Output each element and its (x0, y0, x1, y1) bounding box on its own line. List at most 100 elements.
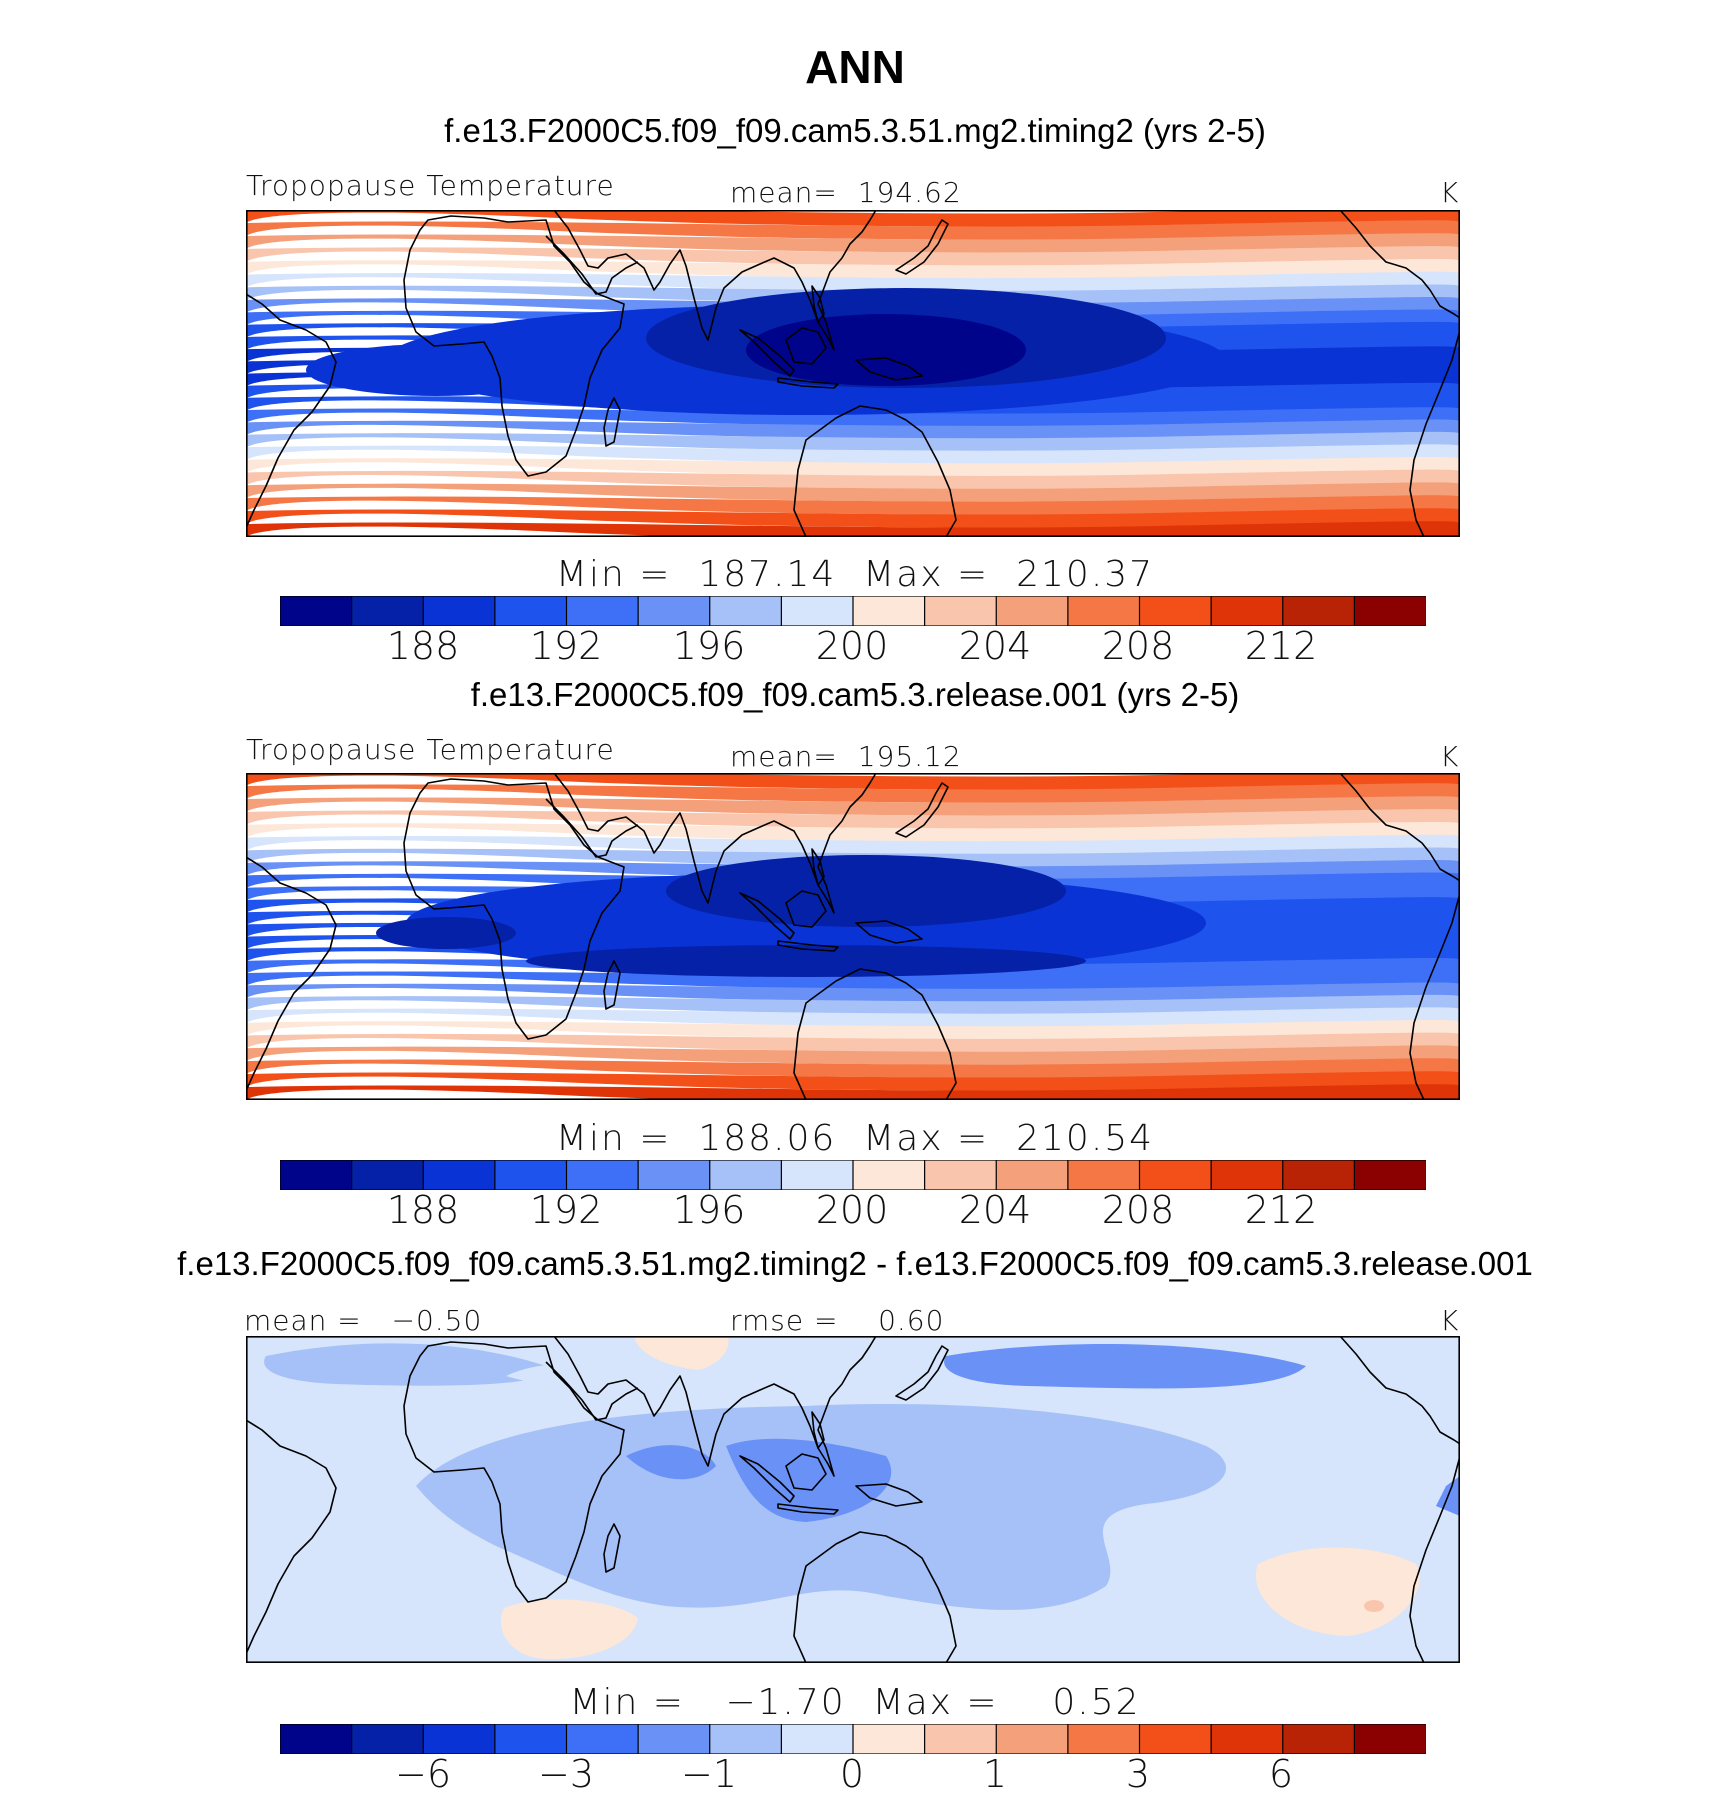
panel2-colorbar-box (280, 1160, 353, 1190)
panel2-contour-band (246, 773, 1460, 790)
panel3-colorbar-box (351, 1724, 425, 1754)
panel1-colorbar-box (709, 596, 783, 626)
panel2-coastline (1409, 892, 1460, 1100)
panel3-colorbar-box (1353, 1724, 1426, 1754)
panel2-tick: 196 (672, 1188, 746, 1232)
panel3-rmse-label: rmse = (730, 1304, 839, 1337)
panel1-colorbar-box (351, 596, 425, 626)
panel1-min-value: 187.14 (698, 554, 837, 595)
panel2-coastline (545, 798, 639, 858)
panel1-colorbar-box (852, 596, 926, 626)
panel1-contour-band (246, 220, 1460, 240)
panel3-max-value: 0.52 (1052, 1682, 1141, 1723)
panel2-contour-band (246, 1084, 1460, 1100)
panel3-tick: 0 (839, 1752, 865, 1796)
panel1-case-title: f.e13.F2000C5.f09_f09.cam5.3.51.mg2.timi… (444, 112, 1266, 149)
panel2-tick: 188 (386, 1188, 460, 1232)
panel1-coastline (403, 215, 625, 477)
panel2-contour-band (246, 1007, 1460, 1027)
panel1-units: K (1440, 176, 1460, 209)
panel2-coastline (777, 940, 839, 952)
panel2-contour-region (526, 945, 1086, 977)
panel2-coastline (811, 848, 825, 886)
panel3-colorbar-box (494, 1724, 568, 1754)
panel2-contour-region (376, 917, 516, 949)
panel1-tick: 200 (815, 624, 889, 668)
panel2-colorbar-box (1282, 1160, 1356, 1190)
panel3-coastline (811, 1411, 825, 1449)
panel2-colorbar-box (924, 1160, 998, 1190)
panel1-contour-band (246, 233, 1460, 253)
panel2-case-title: f.e13.F2000C5.f09_f09.cam5.3.release.001… (470, 676, 1240, 713)
panel1-colorbar-box (422, 596, 496, 626)
panel2-coastline (1339, 773, 1460, 882)
panel3-colorbar-box (1138, 1724, 1213, 1754)
panel1-tick: 212 (1244, 624, 1318, 668)
panel3-units: K (1440, 1304, 1460, 1337)
panel3-coastline (403, 1341, 625, 1603)
panel2-contour-band (246, 1045, 1460, 1065)
panel1-contour-band (246, 482, 1460, 502)
panel3-min-value: −1.70 (725, 1682, 846, 1723)
page-title: ANN (805, 41, 905, 93)
panel2-max-value: 210.54 (1016, 1118, 1155, 1159)
panel1-colorbar-box (494, 596, 568, 626)
panel3-contour-region (506, 1363, 666, 1389)
panel2-coastline (739, 892, 795, 940)
panel1-colorbar-box (565, 596, 640, 626)
panel3-colorbar-box (1067, 1724, 1141, 1754)
panel3-tick: 6 (1268, 1752, 1294, 1796)
panel2-contour-band (246, 994, 1460, 1015)
panel3-tick: 3 (1125, 1752, 1151, 1796)
panel3-colorbar-box (422, 1724, 496, 1754)
panel1-tick: 192 (529, 624, 603, 668)
panel2-contour-band (246, 809, 1460, 829)
panel1-contour-band (246, 521, 1460, 537)
panel1-colorbar-box (1353, 596, 1426, 626)
panel1-contour-band (246, 431, 1460, 452)
panel3-mean-value: −0.50 (391, 1304, 483, 1337)
panel2-coastline (603, 960, 621, 1010)
panel2-colorbar-box (637, 1160, 711, 1190)
panel2-colorbar-box (565, 1160, 640, 1190)
panel3-coastline (777, 1503, 839, 1515)
panel1-max-value: 210.37 (1016, 554, 1155, 595)
panel3-colorbar-box (852, 1724, 926, 1754)
panel3-coastline (1409, 1455, 1460, 1663)
panel1-coastline (777, 377, 839, 389)
panel3-contour-region (626, 1445, 716, 1480)
panel2-tick: 212 (1244, 1188, 1318, 1232)
panel2-tick: 204 (958, 1188, 1032, 1232)
panel2-units: K (1440, 740, 1460, 773)
panel2-contour-band (246, 783, 1460, 803)
panel2-mean-value: 195.12 (857, 740, 962, 773)
panel2-colorbar-box (852, 1160, 926, 1190)
panel2-colorbar-box (1210, 1160, 1284, 1190)
panel2-tick: 200 (815, 1188, 889, 1232)
panel1-tick: 204 (958, 624, 1032, 668)
panel2-tick: 192 (529, 1188, 603, 1232)
panel2-variable-label: Tropopause Temperature (246, 733, 615, 766)
panel1-contour-band (246, 407, 1460, 427)
panel2-coastline (793, 968, 957, 1100)
panel1-coastline (603, 397, 621, 447)
panel3-coastline (553, 1336, 877, 1477)
panel2-map (246, 773, 1460, 1100)
panel3-colorbar (280, 1724, 1426, 1754)
panel3-coastline (246, 1419, 337, 1655)
panel3-tick: −1 (680, 1752, 738, 1796)
panel2-max-label: Max = (863, 1118, 990, 1159)
panel2-colorbar-box (351, 1160, 425, 1190)
panel1-colorbar-box (1282, 596, 1356, 626)
panel2-contour-band (246, 822, 1460, 842)
panel2-coastline (403, 778, 625, 1040)
panel3-tick: 1 (982, 1752, 1008, 1796)
panel1-mean-value: 194.62 (857, 176, 962, 209)
panel2-colorbar-box (1353, 1160, 1426, 1190)
panel1-contour-region (306, 344, 566, 396)
panel3-coastline (895, 1345, 949, 1401)
panel1-contour-band (246, 508, 1460, 528)
panel2-contour-band (246, 1019, 1460, 1040)
panel1-contour-band (246, 444, 1460, 464)
panel1-coastline (793, 405, 957, 537)
